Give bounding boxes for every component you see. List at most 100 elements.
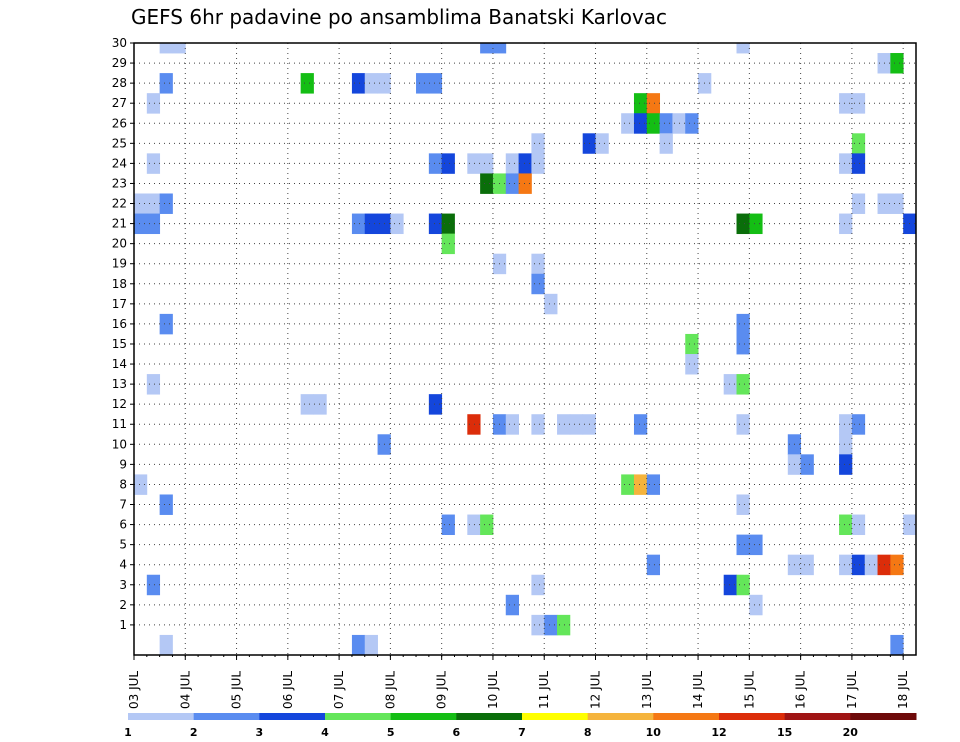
heatmap-cell [800, 454, 814, 475]
heatmap-cell [467, 414, 481, 435]
heatmap-cell [864, 554, 878, 576]
heatmap-cell [685, 113, 699, 134]
x-axis: 03 JUL 04 JUL 05 JUL 06 JUL 07 JUL 08 JUL 09 J… [127, 655, 910, 709]
heatmap-cell [134, 213, 148, 235]
y-tick-label: 8 [119, 477, 127, 491]
heatmap-cell [851, 414, 866, 435]
heatmap-cell [428, 394, 443, 415]
x-tick-label: 08 JUL [383, 671, 397, 709]
x-tick-label: 11 JUL [537, 671, 551, 709]
heatmap-cell [544, 614, 558, 636]
heatmap-cell [839, 93, 853, 114]
colorbar-label: 10 [646, 726, 662, 739]
y-tick-label: 6 [119, 518, 127, 532]
heatmap-cell [557, 414, 571, 435]
heatmap-cell [531, 133, 545, 154]
heatmap-cell [736, 494, 750, 515]
colorbar-label: 12 [711, 726, 726, 739]
y-tick-label: 20 [112, 237, 127, 251]
heatmap-cell [736, 374, 750, 395]
y-tick-label: 14 [112, 357, 127, 371]
y-tick-label: 21 [112, 217, 127, 231]
heatmap-cell [172, 43, 186, 54]
heatmap-cell [851, 193, 866, 214]
heatmap-cell [659, 113, 673, 134]
colorbar-swatch [522, 713, 589, 720]
heatmap-cell [646, 474, 661, 495]
heatmap-cell [441, 233, 455, 255]
heatmap-cell [646, 113, 661, 134]
heatmap-cell [146, 93, 161, 114]
heatmap-cell [505, 594, 519, 616]
heatmap-cell [146, 574, 161, 596]
y-tick-label: 24 [112, 156, 127, 170]
heatmap-cell [313, 394, 327, 415]
y-tick-label: 27 [112, 96, 127, 110]
heatmap-cell [851, 133, 866, 154]
heatmap-cell [633, 113, 648, 134]
y-tick-label: 1 [119, 618, 127, 632]
heatmap-cell [736, 574, 750, 596]
heatmap-cell [723, 574, 737, 596]
y-tick-label: 30 [112, 36, 127, 50]
heatmap-cell [839, 454, 853, 475]
heatmap-cell [480, 173, 494, 194]
heatmap-cell [159, 313, 173, 335]
colorbar-swatch [325, 713, 392, 720]
x-tick-label: 17 JUL [845, 671, 859, 709]
colorbar-swatch [390, 713, 457, 720]
heatmap-cell [839, 514, 853, 536]
heatmap-cell [736, 313, 750, 335]
y-tick-label: 22 [112, 197, 127, 211]
heatmap-cell [134, 474, 148, 495]
heatmap-cell [428, 73, 443, 94]
heatmap-cell [146, 153, 161, 174]
colorbar-swatch [259, 713, 326, 720]
heatmap-cell [531, 153, 545, 174]
y-tick-label: 16 [112, 317, 127, 331]
colorbar-swatch [193, 713, 260, 720]
heatmap-cell [557, 614, 571, 636]
heatmap-cell [685, 333, 699, 355]
heatmap-cell [736, 43, 750, 54]
heatmap-cell [480, 43, 494, 54]
y-tick-label: 3 [119, 578, 127, 592]
heatmap-cell [300, 73, 314, 94]
heatmap-cell [531, 414, 545, 435]
heatmap-cell [146, 193, 161, 214]
y-tick-label: 10 [112, 437, 127, 451]
x-tick-label: 06 JUL [281, 671, 295, 709]
heatmap-cell [723, 374, 737, 395]
heatmap-cell [621, 113, 635, 134]
heatmap-cell [441, 213, 455, 235]
x-tick-label: 03 JUL [127, 671, 141, 709]
heatmap-cell [300, 394, 314, 415]
heatmap-cell [851, 514, 866, 536]
heatmap-cell [159, 73, 173, 94]
y-tick-label: 26 [112, 116, 127, 130]
heatmap-cell [134, 193, 148, 214]
y-tick-label: 17 [112, 297, 127, 311]
y-tick-label: 19 [112, 257, 127, 271]
x-tick-label: 14 JUL [691, 671, 705, 709]
y-tick-label: 11 [112, 417, 127, 431]
heatmap-cell [646, 554, 661, 576]
heatmap-cell [390, 213, 404, 235]
heatmap-cell [851, 554, 866, 576]
heatmap-cell [480, 153, 494, 174]
heatmap-cell [890, 193, 904, 214]
y-tick-label: 5 [119, 538, 127, 552]
colorbar-label: 15 [777, 726, 792, 739]
heatmap-cell [146, 213, 161, 235]
heatmap-cell [736, 333, 750, 355]
heatmap-cell [800, 554, 814, 576]
y-tick-label: 2 [119, 598, 127, 612]
heatmap-cell [467, 153, 481, 174]
plot-frame [133, 42, 917, 656]
chart-title: GEFS 6hr padavine po ansamblima Banatski… [131, 5, 667, 29]
heatmap-cell [749, 594, 763, 616]
colorbar-swatch [850, 713, 917, 720]
colorbar-label: 5 [387, 726, 395, 739]
heatmap-cell [839, 554, 853, 576]
y-tick-label: 7 [119, 498, 127, 512]
